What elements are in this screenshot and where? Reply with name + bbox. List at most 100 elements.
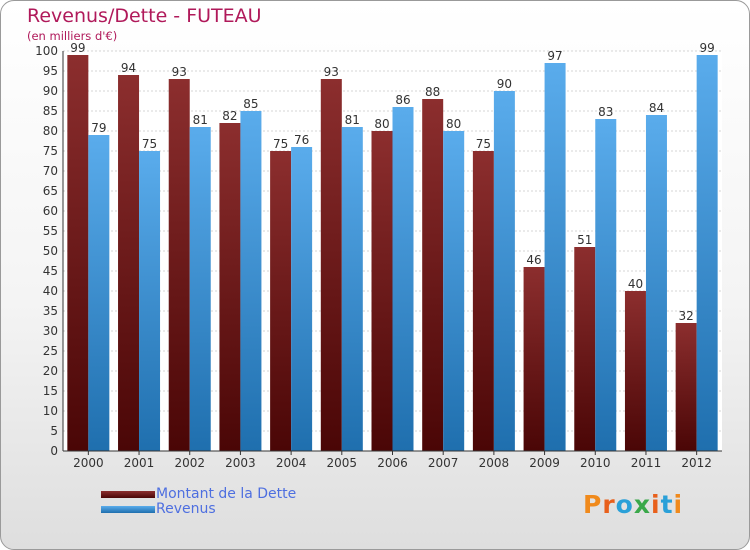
bar-revenus: [88, 135, 110, 451]
bar-revenus: [139, 151, 161, 451]
logo-letter: r: [602, 490, 616, 519]
logo-letter: i: [651, 490, 661, 519]
y-tick-label: 50: [43, 244, 58, 258]
bar-revenus: [291, 147, 313, 451]
data-label-dette: 40: [628, 277, 643, 291]
legend-label-revenus: Revenus: [156, 501, 216, 517]
y-tick-label: 40: [43, 284, 58, 298]
chart-subtitle: (en milliers d'€): [27, 29, 118, 43]
data-label-dette: 32: [679, 309, 694, 323]
data-label-revenus: 81: [345, 113, 360, 127]
logo-letter: o: [615, 490, 634, 519]
data-label-revenus: 81: [193, 113, 208, 127]
legend-item-revenus: Revenus: [101, 502, 331, 517]
data-label-dette: 82: [222, 109, 237, 123]
logo-letter: P: [583, 490, 603, 519]
bar-revenus: [392, 107, 414, 451]
y-tick-label: 25: [43, 344, 58, 358]
y-tick-label: 80: [43, 124, 58, 138]
data-label-dette: 51: [577, 233, 592, 247]
x-tick-label: 2004: [276, 456, 307, 470]
data-label-dette: 88: [425, 85, 440, 99]
chart-legend: Montant de la Dette Revenus: [101, 487, 331, 517]
bar-dette: [67, 55, 89, 451]
data-label-revenus: 99: [700, 41, 715, 55]
bar-revenus: [595, 119, 617, 451]
data-label-dette: 75: [476, 137, 491, 151]
x-tick-label: 2010: [580, 456, 611, 470]
y-tick-label: 65: [43, 184, 58, 198]
x-tick-label: 2002: [174, 456, 205, 470]
y-tick-label: 0: [50, 444, 58, 458]
bar-revenus: [493, 91, 515, 451]
x-tick-label: 2000: [73, 456, 104, 470]
data-label-dette: 94: [121, 61, 136, 75]
data-label-revenus: 83: [598, 105, 613, 119]
data-label-revenus: 75: [142, 137, 157, 151]
x-tick-label: 2003: [225, 456, 256, 470]
y-tick-label: 10: [43, 404, 58, 418]
y-tick-label: 75: [43, 144, 58, 158]
logo-letter: x: [633, 490, 651, 519]
data-label-revenus: 86: [395, 93, 410, 107]
data-label-dette: 99: [70, 41, 85, 55]
y-tick-label: 95: [43, 64, 58, 78]
x-tick-label: 2008: [479, 456, 510, 470]
logo-letter: t: [660, 490, 674, 519]
y-tick-label: 15: [43, 384, 58, 398]
bar-dette: [472, 151, 494, 451]
bar-dette: [219, 123, 241, 451]
bar-dette: [118, 75, 140, 451]
y-tick-label: 60: [43, 204, 58, 218]
bar-revenus: [645, 115, 667, 451]
data-label-revenus: 80: [446, 117, 461, 131]
bar-dette: [523, 267, 545, 451]
y-tick-label: 100: [35, 44, 58, 58]
data-label-dette: 75: [273, 137, 288, 151]
data-label-revenus: 79: [91, 121, 106, 135]
x-tick-label: 2012: [681, 456, 712, 470]
bar-dette: [574, 247, 596, 451]
bar-dette: [675, 323, 697, 451]
data-label-revenus: 97: [547, 49, 562, 63]
y-tick-label: 20: [43, 364, 58, 378]
data-label-revenus: 90: [497, 77, 512, 91]
bar-revenus: [544, 63, 566, 451]
bar-revenus: [341, 127, 363, 451]
data-label-dette: 93: [324, 65, 339, 79]
bar-revenus: [696, 55, 718, 451]
y-tick-label: 35: [43, 304, 58, 318]
y-tick-label: 90: [43, 84, 58, 98]
bar-dette: [168, 79, 190, 451]
x-tick-label: 2006: [377, 456, 408, 470]
legend-item-dette: Montant de la Dette: [101, 487, 331, 502]
legend-swatch-dette: [101, 491, 155, 498]
y-tick-label: 45: [43, 264, 58, 278]
data-label-revenus: 85: [243, 97, 258, 111]
y-tick-label: 30: [43, 324, 58, 338]
data-label-dette: 80: [374, 117, 389, 131]
x-tick-label: 2001: [124, 456, 155, 470]
bar-dette: [371, 131, 393, 451]
bar-dette: [270, 151, 292, 451]
data-label-revenus: 84: [649, 101, 664, 115]
bar-revenus: [240, 111, 262, 451]
data-label-revenus: 76: [294, 133, 309, 147]
y-tick-label: 70: [43, 164, 58, 178]
logo-letter: i: [673, 490, 684, 519]
chart-title: Revenus/Dette - FUTEAU: [27, 5, 262, 27]
x-tick-label: 2011: [631, 456, 662, 470]
proxiti-logo: Proxiti: [583, 490, 683, 519]
y-tick-label: 85: [43, 104, 58, 118]
bar-dette: [624, 291, 646, 451]
x-tick-label: 2007: [428, 456, 459, 470]
data-label-dette: 93: [172, 65, 187, 79]
data-label-dette: 46: [526, 253, 541, 267]
bar-dette: [422, 99, 444, 451]
bar-revenus: [189, 127, 211, 451]
y-tick-label: 55: [43, 224, 58, 238]
x-tick-label: 2005: [327, 456, 358, 470]
bar-dette: [320, 79, 342, 451]
